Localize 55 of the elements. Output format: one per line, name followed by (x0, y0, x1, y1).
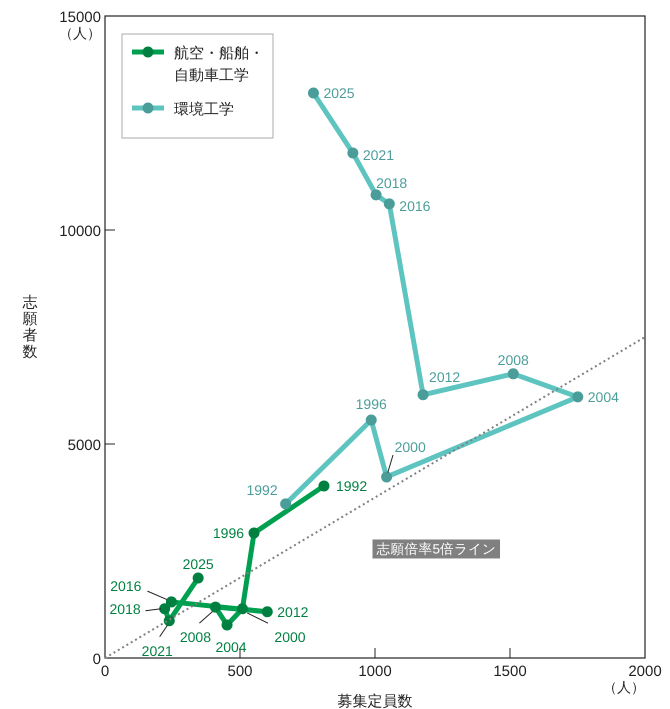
text: 志願倍率5倍ライン (376, 541, 496, 556)
point (222, 620, 233, 631)
y-tick-label: 5000 (68, 437, 101, 454)
annotation: 2025 (182, 556, 214, 572)
point (248, 528, 260, 539)
annotation: 2021 (142, 642, 174, 659)
x-tick-label: 1000 (358, 663, 392, 680)
point (164, 615, 175, 626)
point (166, 596, 177, 608)
annotation: 2000 (274, 628, 306, 645)
point (280, 498, 292, 510)
annotation: 1996 (356, 396, 387, 412)
annotation: 2004 (215, 639, 247, 656)
point (347, 147, 358, 158)
point (508, 368, 519, 380)
annotation: 1996 (212, 525, 244, 542)
point (236, 603, 248, 614)
point (381, 471, 392, 482)
legend-label: 航空・船舶・自動車工学 (174, 45, 264, 84)
point (159, 603, 170, 614)
x-tick-label: 1500 (493, 663, 527, 680)
point (572, 391, 584, 402)
annotation: 1992 (246, 482, 278, 498)
annotation: 2008 (498, 352, 530, 368)
point (418, 389, 429, 400)
annotation: 2016 (399, 198, 431, 214)
annotation: 2012 (277, 604, 309, 620)
x-tick-label: 500 (227, 663, 253, 680)
point (210, 602, 221, 613)
annotation: 2012 (429, 368, 460, 385)
annotation: 2008 (180, 629, 212, 646)
point (192, 572, 204, 584)
point (318, 480, 330, 492)
point (308, 88, 319, 99)
annotation: 2018 (376, 174, 408, 191)
annotation: 1992 (336, 478, 368, 494)
annotation: 2018 (110, 600, 141, 617)
y-tick-label: 0 (92, 651, 101, 668)
y-tick-label: 15000 (59, 9, 101, 26)
x-tick-label: 2000 (628, 663, 662, 680)
point (366, 414, 377, 426)
annotation: 2021 (362, 146, 394, 163)
point (384, 198, 395, 210)
point (262, 606, 273, 618)
y-axis-title: 志願者数 (22, 294, 38, 360)
annotation: 2004 (588, 388, 620, 405)
x-axis-title: 募集定員数 (338, 693, 412, 709)
point (370, 189, 382, 200)
text: （人） (59, 25, 101, 41)
legend-label: 環境工学 (174, 101, 234, 118)
annotation: 2025 (323, 85, 355, 102)
text: （人） (603, 679, 645, 695)
annotation: 2016 (110, 578, 142, 594)
y-tick-label: 10000 (59, 223, 101, 240)
annotation: 2000 (394, 438, 426, 455)
